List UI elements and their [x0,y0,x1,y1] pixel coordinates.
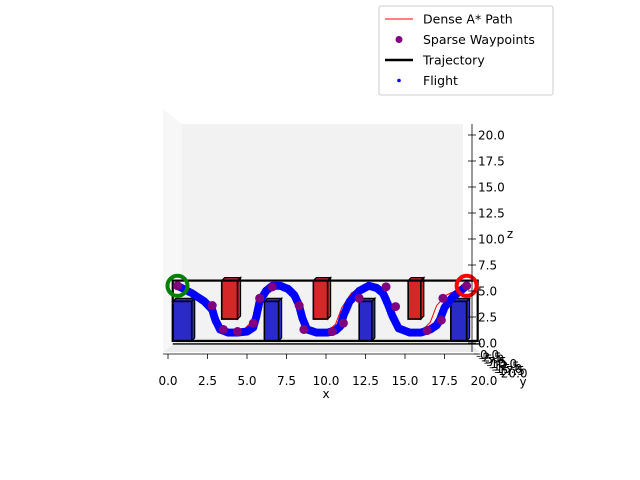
legend-box [378,5,554,96]
y-tick-label-8: 17.5 [498,364,525,378]
legend-label-1: Dense A* Path [423,12,513,27]
waypoint-14 [391,302,401,312]
waypoint-11 [338,318,348,328]
z-axis-label: z [507,227,513,241]
waypoint-2 [207,301,217,311]
y-ticks: 0.02.55.07.510.012.515.017.520.0 [474,348,528,380]
x-tick-label-9: 20.0 [471,374,498,388]
z-tick-label-7: 15.0 [478,181,505,195]
y-tick-label-2: 2.5 [483,350,502,364]
waypoint-3 [218,324,228,334]
markers-layer [165,273,479,337]
x-tick-label-4: 7.5 [277,374,296,388]
legend-label-2: Sparse Waypoints [423,32,535,47]
z-ticks: 0.0 2.5 5.0 7.5 10.0 12.5 15.0 17.5 20.0 [468,129,505,351]
y-tick-label-1: 0.0 [480,348,499,362]
z-tick-label-8: 17.5 [478,155,505,169]
frame-outline [171,279,479,343]
waypoint-16 [436,315,446,325]
z-tick-label-9: 20.0 [478,129,505,143]
obstacle-3 [263,300,280,342]
obstacle-1 [171,300,193,342]
z-tick-label-2: 2.5 [478,311,497,325]
z-tick-label-6: 12.5 [478,207,505,221]
waypoint-4 [233,327,243,337]
z-tick-label-1: 0.0 [478,337,497,351]
waypoint-6 [255,293,265,303]
legend-label-3: Trajectory [422,53,485,68]
legend-swatch-waypoints [395,36,403,43]
y-tick-label-5: 10.0 [490,357,517,371]
x-tick-label-7: 15.0 [392,374,419,388]
waypoint-17 [438,293,448,303]
z-tick-label-5: 10.0 [478,233,505,247]
x-tick-label-1: 0.0 [158,374,177,388]
legend-label-4: Flight [423,73,458,88]
waypoint-13 [381,282,391,292]
waypoint-18 [462,281,472,291]
x-tick-label-5: 10.0 [313,374,340,388]
waypoint-12 [354,293,364,303]
waypoint-10 [327,327,337,337]
y-tick-label-3: 5.0 [485,353,504,367]
z-tick-label-4: 7.5 [478,259,497,273]
x-tick-label-8: 17.5 [431,374,458,388]
waypoint-1 [172,281,182,291]
x-tick-label-6: 12.5 [352,374,379,388]
x-ticks: 0.0 2.5 5.0 7.5 10.0 12.5 15.0 17.5 20.0 [158,354,497,388]
waypoint-5 [248,318,258,328]
obstacle-2 [220,279,239,320]
workspace-frame [171,279,481,345]
y-axis-label: y [519,375,526,389]
legend: Dense A* Path Sparse Waypoints Trajectory F… [378,5,554,96]
x-tick-label-2: 2.5 [198,374,217,388]
start-marker [165,273,190,298]
waypoint-9 [299,324,309,334]
obstacle-7 [450,300,468,342]
waypoint-15 [422,326,432,336]
obstacle-5 [358,300,373,342]
x-tick-label-3: 5.0 [237,374,256,388]
waypoint-8 [294,301,304,311]
back-pane [182,124,463,338]
obstacle-6 [407,279,422,320]
waypoint-7 [267,282,277,292]
y-tick-label-9: 20.0 [501,366,528,380]
legend-swatch-flight [397,78,401,83]
x-axis-label: x [322,387,329,401]
y-tick-label-4: 7.5 [488,355,507,369]
obstacle-4 [312,279,329,320]
y-tick-label-7: 15.0 [496,362,523,376]
goal-marker [454,273,479,298]
z-tick-label-3: 5.0 [478,285,497,299]
y-tick-label-6: 12.5 [493,360,520,374]
